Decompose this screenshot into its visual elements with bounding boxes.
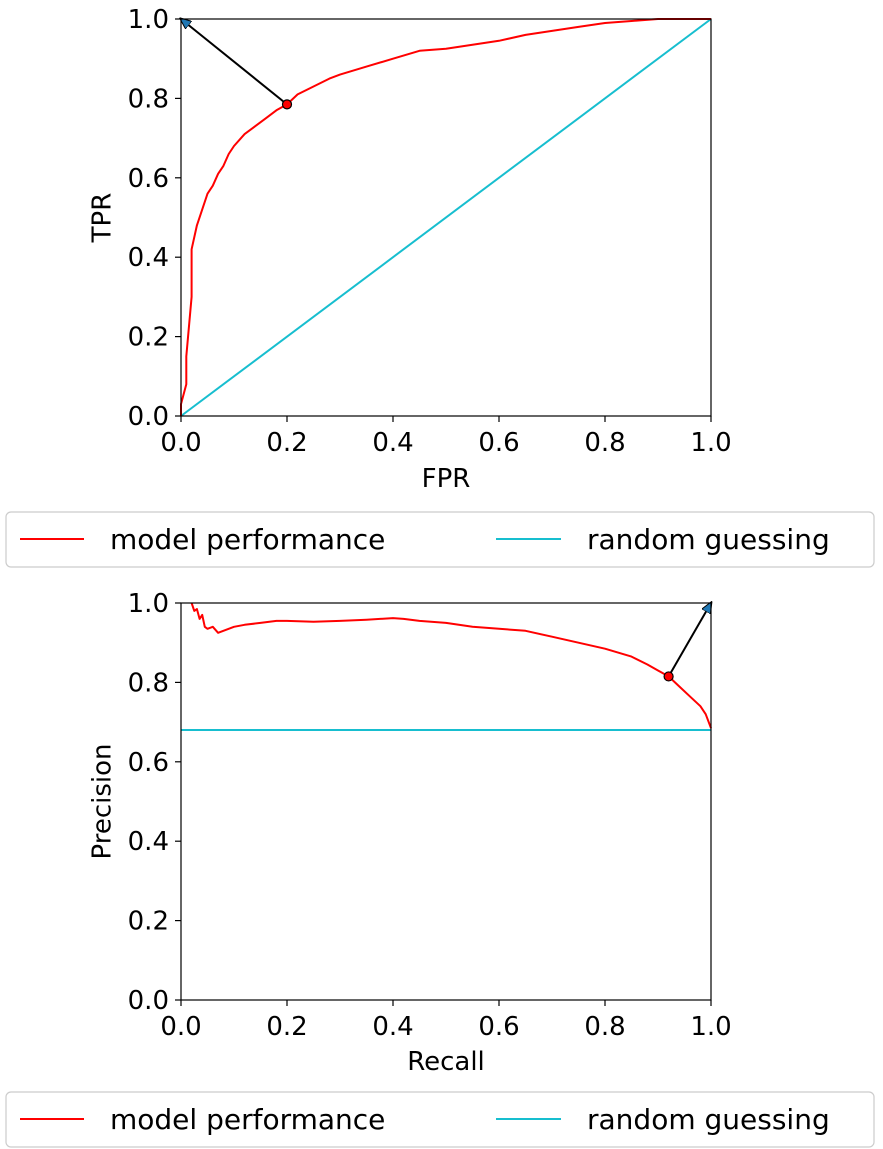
roc-plot-frame — [180, 18, 712, 417]
roc-annotation-arrow — [181, 19, 288, 106]
pr-annotation-arrow — [667, 603, 711, 677]
pr-legend-label-random: random guessing — [587, 1103, 830, 1136]
roc-legend-label-random: random guessing — [587, 523, 830, 556]
pr-legend: model performance random guessing — [5, 1091, 875, 1148]
roc-y-tick-label: 0.2 — [128, 323, 169, 353]
pr-chart: 0.0 0.2 0.4 0.6 0.8 1.0 0.0 0.2 0.4 0.6 0.8 1.0 Re… — [5, 589, 875, 1148]
pr-y-axis-label: Precision — [88, 743, 118, 859]
pr-x-tick-label: 0.4 — [372, 1012, 413, 1042]
roc-x-tick-label: 0.6 — [478, 428, 519, 458]
roc-x-ticks: 0.0 0.2 0.4 0.6 0.8 1.0 — [160, 416, 732, 458]
roc-optimal-point-marker — [281, 99, 293, 110]
roc-y-ticks: 0.0 0.2 0.4 0.6 0.8 1.0 — [128, 5, 181, 432]
roc-y-tick-label: 0.6 — [128, 164, 169, 194]
pr-y-ticks: 0.0 0.2 0.4 0.6 0.8 1.0 — [128, 589, 181, 1016]
roc-chart: 0.0 0.2 0.4 0.6 0.8 1.0 0.0 0.2 0.4 0.6 0.8 1.0 FP… — [5, 5, 875, 568]
pr-x-tick-label: 0.2 — [266, 1012, 307, 1042]
roc-y-axis-label: TPR — [88, 193, 118, 244]
pr-x-tick-label: 0.8 — [584, 1012, 625, 1042]
pr-optimal-point-marker — [663, 671, 674, 682]
roc-x-tick-label: 0.2 — [266, 428, 307, 458]
roc-y-tick-label: 0.0 — [128, 402, 169, 432]
pr-y-tick-label: 0.0 — [128, 986, 169, 1016]
roc-x-axis-label: FPR — [422, 464, 471, 494]
pr-x-axis-label: Recall — [407, 1047, 485, 1077]
pr-series-model-performance — [190, 602, 712, 729]
pr-y-tick-label: 0.6 — [128, 748, 169, 778]
pr-legend-label-model: model performance — [110, 1103, 385, 1136]
pr-plot-frame — [180, 602, 712, 1001]
roc-legend-box — [5, 511, 875, 568]
roc-legend-label-model: model performance — [110, 523, 385, 556]
pr-y-tick-label: 0.4 — [128, 827, 169, 857]
pr-legend-box — [5, 1091, 875, 1148]
pr-x-tick-label: 0.6 — [478, 1012, 519, 1042]
roc-series-layer — [180, 18, 712, 417]
pr-series-layer — [181, 602, 712, 731]
pr-y-tick-label: 0.2 — [128, 907, 169, 937]
roc-y-tick-label: 0.4 — [128, 243, 169, 273]
pr-y-tick-label: 0.8 — [128, 668, 169, 698]
roc-x-tick-label: 0.0 — [160, 428, 201, 458]
roc-legend: model performance random guessing — [5, 511, 875, 568]
roc-series-random-guessing — [180, 18, 712, 417]
pr-x-tick-label: 0.0 — [160, 1012, 201, 1042]
roc-x-tick-label: 0.4 — [372, 428, 413, 458]
pr-x-ticks: 0.0 0.2 0.4 0.6 0.8 1.0 — [160, 1000, 732, 1042]
roc-y-tick-label: 1.0 — [128, 5, 169, 35]
pr-y-tick-label: 1.0 — [128, 589, 169, 619]
pr-x-tick-label: 1.0 — [690, 1012, 731, 1042]
roc-x-tick-label: 1.0 — [690, 428, 731, 458]
roc-y-tick-label: 0.8 — [128, 84, 169, 114]
roc-x-tick-label: 0.8 — [584, 428, 625, 458]
